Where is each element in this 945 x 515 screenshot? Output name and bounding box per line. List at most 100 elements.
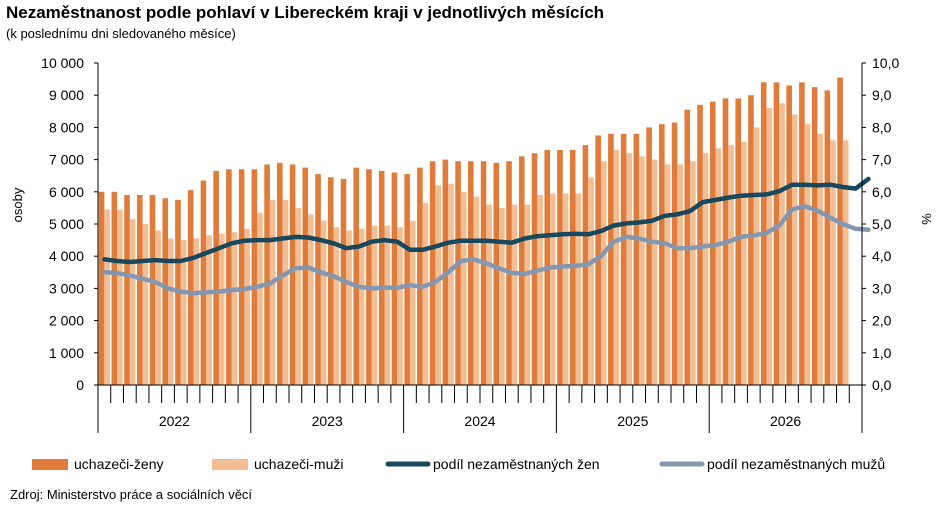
- bar-men: [677, 164, 683, 385]
- bar-women: [735, 98, 742, 386]
- bar-men: [741, 141, 747, 385]
- bar-women: [799, 82, 805, 385]
- bar-women: [302, 167, 309, 385]
- bar-men: [155, 230, 161, 385]
- chart-title: Nezaměstnanost podle pohlaví v Liberecké…: [6, 3, 605, 22]
- bar-men: [460, 191, 467, 385]
- bar-men: [104, 209, 110, 385]
- x-year-label: 2023: [312, 413, 343, 429]
- line-women-share: [102, 176, 871, 265]
- y-tick-label-right: 7,0: [872, 152, 892, 168]
- bar-women: [327, 177, 334, 385]
- bar-women: [238, 169, 245, 385]
- bar-women: [480, 161, 487, 385]
- bar-men: [244, 228, 251, 385]
- bar-men: [218, 233, 225, 385]
- bar-men: [473, 196, 480, 385]
- bar-women: [226, 169, 232, 385]
- bar-men: [346, 230, 352, 385]
- x-year-label: 2024: [464, 413, 495, 429]
- bar-men: [690, 161, 696, 385]
- bar-men: [817, 133, 824, 385]
- bar-women: [811, 87, 818, 386]
- bar-men: [728, 145, 734, 385]
- bar-men: [231, 232, 238, 385]
- bar-women: [455, 161, 461, 385]
- line-men-share: [102, 204, 871, 296]
- bar-men: [626, 153, 633, 385]
- bar-men: [766, 108, 773, 385]
- bar-men: [257, 212, 263, 385]
- bar-men: [308, 214, 314, 385]
- y-tick-label-left: 3 000: [49, 280, 84, 296]
- bar-men: [168, 238, 174, 385]
- y-tick-label-right: 3,0: [872, 280, 892, 296]
- legend-swatch-women-bars: [32, 459, 68, 470]
- bar-women: [493, 162, 500, 385]
- bars-men-group: [104, 103, 849, 386]
- bar-men: [129, 219, 136, 385]
- y-tick-label-right: 8,0: [872, 119, 892, 135]
- bar-women: [773, 82, 780, 385]
- bar-women: [289, 164, 296, 385]
- bar-men: [117, 209, 123, 385]
- bar-men: [422, 203, 429, 385]
- bar-men: [588, 177, 594, 385]
- bar-men: [499, 207, 505, 385]
- bar-men: [295, 207, 301, 385]
- chart-subtitle: (k poslednímu dni sledovaného měsíce): [6, 26, 236, 41]
- y-tick-label-right: 4,0: [872, 248, 892, 264]
- x-year-label: 2022: [159, 413, 190, 429]
- y-tick-label-right: 0,0: [872, 377, 892, 393]
- bar-men: [282, 199, 289, 385]
- bar-women: [111, 191, 118, 385]
- bar-men: [613, 149, 620, 385]
- bar-men: [804, 124, 811, 386]
- bar-men: [180, 240, 187, 385]
- y-tick-label-left: 8 000: [49, 119, 84, 135]
- bar-women: [315, 174, 321, 385]
- bar-women: [404, 174, 410, 385]
- y-tick-label-left: 6 000: [49, 184, 84, 200]
- bar-women: [251, 169, 258, 385]
- bar-women: [824, 90, 831, 386]
- bar-men: [359, 228, 365, 385]
- y-tick-label-left: 0: [76, 377, 84, 393]
- bar-women: [518, 156, 525, 385]
- bar-men: [842, 140, 849, 385]
- bar-women: [264, 164, 270, 385]
- bar-men: [486, 204, 492, 385]
- bar-women: [136, 195, 143, 385]
- y-tick-label-right: 1,0: [872, 345, 892, 361]
- bar-women: [468, 161, 474, 385]
- bar-women: [748, 95, 754, 385]
- bar-men: [753, 127, 760, 386]
- bar-men: [333, 227, 340, 385]
- bar-women: [98, 191, 105, 385]
- bar-men: [562, 193, 569, 385]
- y-tick-label-left: 2 000: [49, 313, 84, 329]
- bar-men: [193, 238, 200, 385]
- lines-group: [102, 176, 871, 296]
- y-axis-label: osoby: [10, 187, 25, 222]
- bar-women: [124, 195, 130, 385]
- bar-women: [671, 122, 678, 385]
- bar-men: [600, 161, 607, 385]
- x-year-label: 2026: [770, 413, 801, 429]
- bar-men: [320, 220, 327, 385]
- bar-men: [779, 103, 785, 385]
- legend-label-women-bars: uchazeči-ženy: [74, 456, 164, 472]
- bar-men: [830, 140, 836, 385]
- bar-men: [435, 185, 442, 385]
- bar-women: [633, 133, 640, 385]
- y-tick-label-left: 10 000: [41, 55, 84, 71]
- legend-label-women-line: podíl nezaměstnaných žen: [433, 456, 600, 472]
- bar-women: [200, 180, 207, 385]
- y-tick-label-right: 6,0: [872, 184, 892, 200]
- bar-men: [142, 224, 149, 385]
- axes-group: 0 1 000 2 000 3 000 4 000 5 000 6 000 7 000 8 00…: [41, 55, 899, 433]
- bar-men: [664, 164, 671, 385]
- bar-men: [537, 195, 543, 385]
- bar-men: [550, 193, 556, 385]
